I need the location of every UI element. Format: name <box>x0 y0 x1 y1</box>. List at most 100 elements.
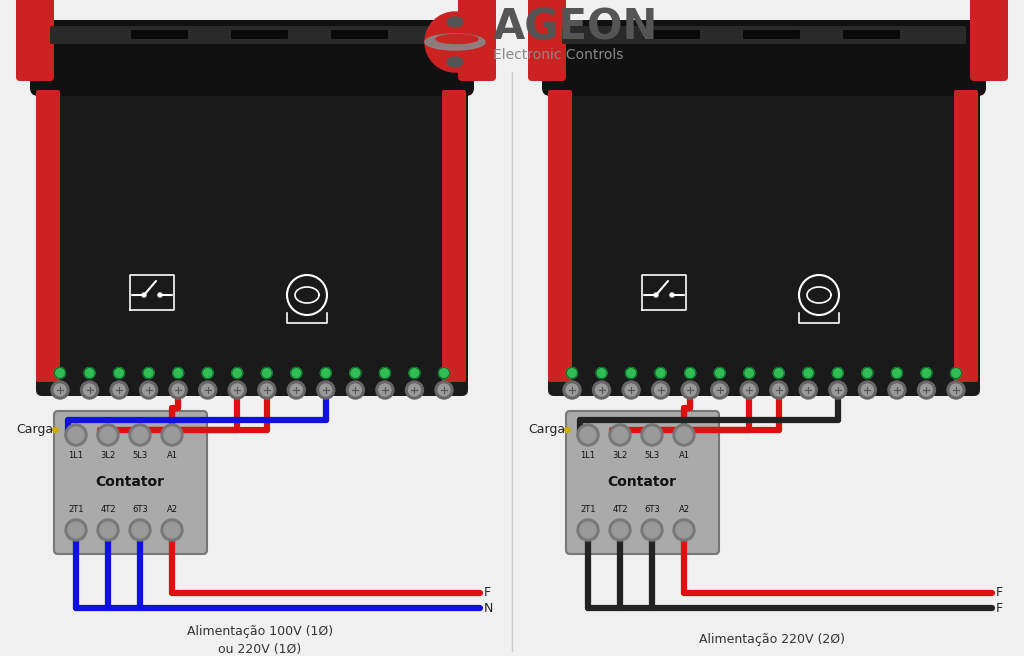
Circle shape <box>409 384 421 396</box>
Circle shape <box>681 381 699 399</box>
Circle shape <box>68 427 84 443</box>
Text: 3L2: 3L2 <box>100 451 116 460</box>
Circle shape <box>316 381 335 399</box>
Circle shape <box>172 384 184 396</box>
Text: 6T3: 6T3 <box>132 505 147 514</box>
Text: N: N <box>484 602 494 615</box>
Text: 2T1: 2T1 <box>581 505 596 514</box>
Circle shape <box>862 367 872 379</box>
Circle shape <box>65 424 87 446</box>
Circle shape <box>828 381 847 399</box>
Circle shape <box>800 381 817 399</box>
Circle shape <box>132 522 148 538</box>
Circle shape <box>100 522 116 538</box>
Circle shape <box>84 384 95 396</box>
Text: Contator: Contator <box>95 476 165 489</box>
Circle shape <box>164 427 180 443</box>
Circle shape <box>54 384 66 396</box>
Circle shape <box>173 367 183 379</box>
Text: 2T1: 2T1 <box>69 505 84 514</box>
Circle shape <box>349 384 361 396</box>
Circle shape <box>291 367 302 379</box>
Circle shape <box>169 381 187 399</box>
Circle shape <box>231 384 244 396</box>
FancyBboxPatch shape <box>54 411 207 554</box>
FancyBboxPatch shape <box>442 90 466 382</box>
Circle shape <box>51 381 69 399</box>
Circle shape <box>770 381 787 399</box>
Circle shape <box>644 522 660 538</box>
Circle shape <box>409 367 420 379</box>
Circle shape <box>773 384 784 396</box>
FancyBboxPatch shape <box>30 20 474 96</box>
Circle shape <box>199 381 217 399</box>
Circle shape <box>438 367 450 379</box>
Circle shape <box>129 424 151 446</box>
Circle shape <box>593 381 610 399</box>
Circle shape <box>654 293 658 297</box>
Circle shape <box>161 424 183 446</box>
Circle shape <box>676 522 692 538</box>
Circle shape <box>921 384 933 396</box>
Text: A2: A2 <box>679 505 689 514</box>
Circle shape <box>350 367 360 379</box>
Circle shape <box>161 519 183 541</box>
Circle shape <box>861 384 873 396</box>
Circle shape <box>596 367 607 379</box>
Circle shape <box>950 384 962 396</box>
Circle shape <box>202 367 213 379</box>
Circle shape <box>379 384 391 396</box>
Circle shape <box>711 381 729 399</box>
Circle shape <box>580 522 596 538</box>
Text: Alimentação 100V (1Ø)
ou 220V (1Ø): Alimentação 100V (1Ø) ou 220V (1Ø) <box>187 625 333 655</box>
Text: A1: A1 <box>679 451 689 460</box>
Text: 1L1: 1L1 <box>581 451 596 460</box>
Text: F: F <box>484 586 492 600</box>
Circle shape <box>81 381 98 399</box>
FancyBboxPatch shape <box>970 0 1008 81</box>
Text: Carga: Carga <box>528 424 565 436</box>
Circle shape <box>288 381 305 399</box>
Circle shape <box>376 381 394 399</box>
Circle shape <box>142 293 146 297</box>
Text: 5L3: 5L3 <box>132 451 147 460</box>
Circle shape <box>641 519 663 541</box>
Circle shape <box>626 367 637 379</box>
Circle shape <box>438 384 450 396</box>
Circle shape <box>563 381 581 399</box>
Text: Contator: Contator <box>607 476 677 489</box>
Text: F: F <box>996 602 1004 615</box>
Circle shape <box>740 381 758 399</box>
Circle shape <box>97 424 119 446</box>
Circle shape <box>291 384 302 396</box>
Circle shape <box>714 384 726 396</box>
Text: 1L1: 1L1 <box>69 451 84 460</box>
Circle shape <box>114 367 125 379</box>
Text: F: F <box>996 586 1004 600</box>
Circle shape <box>743 367 755 379</box>
Circle shape <box>622 381 640 399</box>
Circle shape <box>577 424 599 446</box>
Circle shape <box>833 367 844 379</box>
Circle shape <box>97 519 119 541</box>
FancyBboxPatch shape <box>548 90 572 382</box>
Circle shape <box>258 381 275 399</box>
Circle shape <box>641 424 663 446</box>
Text: Electronic Controls: Electronic Controls <box>493 48 624 62</box>
FancyBboxPatch shape <box>231 30 288 39</box>
FancyBboxPatch shape <box>36 76 468 396</box>
Circle shape <box>158 293 162 297</box>
Circle shape <box>566 367 578 379</box>
Circle shape <box>950 367 962 379</box>
Circle shape <box>644 427 660 443</box>
Circle shape <box>625 384 637 396</box>
Circle shape <box>655 367 667 379</box>
Ellipse shape <box>436 35 478 43</box>
Circle shape <box>577 519 599 541</box>
FancyBboxPatch shape <box>36 90 60 382</box>
Circle shape <box>380 367 390 379</box>
Circle shape <box>435 381 453 399</box>
Circle shape <box>129 519 151 541</box>
FancyBboxPatch shape <box>528 0 566 81</box>
Circle shape <box>113 384 125 396</box>
